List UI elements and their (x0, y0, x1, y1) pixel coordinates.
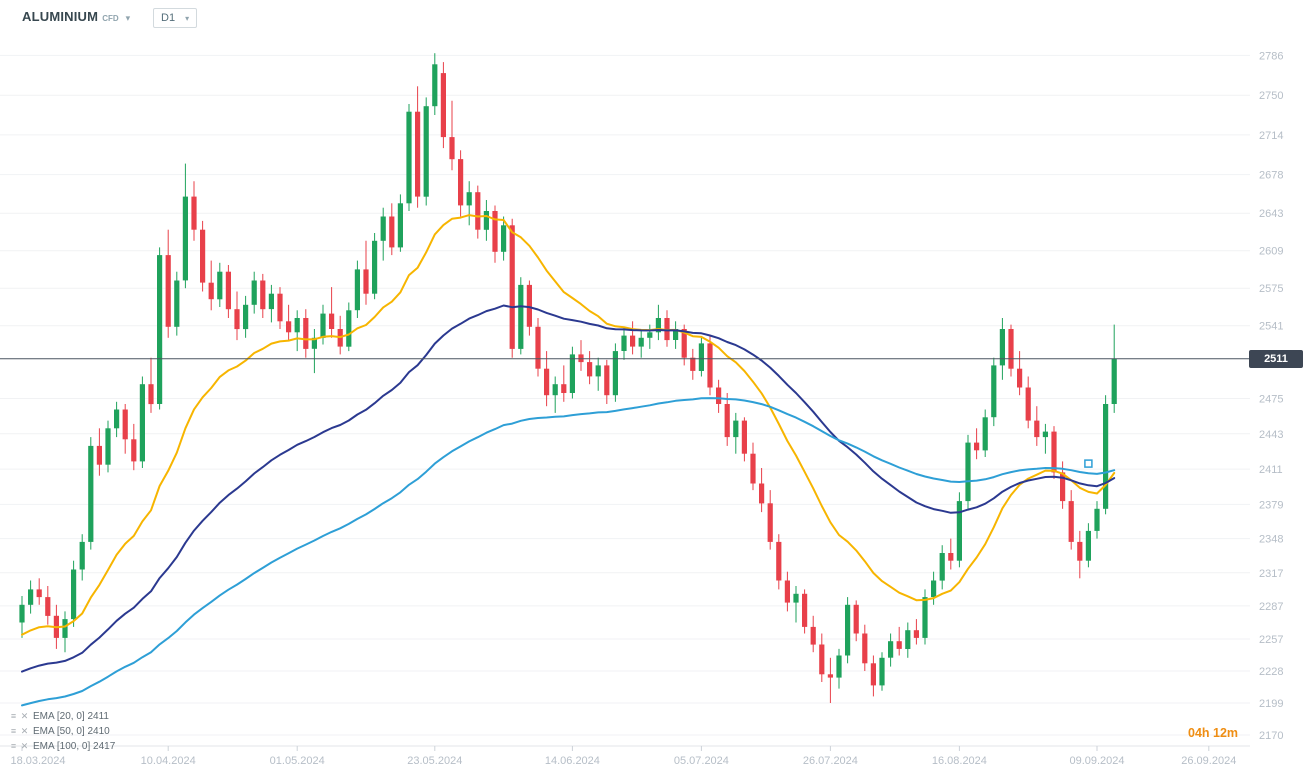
svg-text:2475: 2475 (1259, 394, 1283, 406)
svg-text:2643: 2643 (1259, 208, 1283, 220)
indicator-legend: ≡ ✕ EMA [20, 0] 2411 ≡ ✕ EMA [50, 0] 241… (8, 709, 115, 754)
chart-topbar: ALUMINIUM CFD ▾ D1 ▾ (0, 0, 1316, 34)
svg-text:2609: 2609 (1259, 246, 1283, 258)
svg-text:09.09.2024: 09.09.2024 (1069, 755, 1124, 767)
symbol-label: ALUMINIUM (22, 9, 99, 24)
chevron-down-icon: ▾ (125, 13, 131, 23)
price-axis: 2786 2750 2714 2678 2643 2609 2575 2541 2475 2443… (1259, 50, 1283, 742)
svg-text:2379: 2379 (1259, 499, 1283, 511)
svg-text:01.05.2024: 01.05.2024 (270, 755, 325, 767)
time-axis: 18.03.2024 10.04.2024 01.05.2024 23.05.2024… (10, 746, 1236, 767)
svg-text:2714: 2714 (1259, 130, 1283, 142)
svg-text:2199: 2199 (1259, 698, 1283, 710)
ema20-legend-row: ≡ ✕ EMA [20, 0] 2411 (8, 709, 115, 724)
svg-text:2228: 2228 (1259, 666, 1283, 678)
ema100-label: EMA [100, 0] 2417 (33, 741, 116, 752)
timeframe-label: D1 (161, 12, 176, 24)
indicator-settings-icon[interactable]: ≡ (10, 741, 17, 751)
ema-20-line[interactable] (21, 214, 1116, 636)
svg-text:2257: 2257 (1259, 634, 1283, 646)
svg-text:18.03.2024: 18.03.2024 (10, 755, 65, 767)
instrument-selector[interactable]: ALUMINIUM CFD ▾ (22, 9, 130, 24)
svg-text:26.09.2024: 26.09.2024 (1181, 755, 1236, 767)
ema-100-line[interactable] (21, 397, 1116, 707)
svg-text:10.04.2024: 10.04.2024 (141, 755, 196, 767)
indicator-close-icon[interactable]: ✕ (20, 711, 29, 721)
svg-text:2786: 2786 (1259, 50, 1283, 62)
svg-text:2541: 2541 (1259, 321, 1283, 333)
indicator-close-icon[interactable]: ✕ (20, 741, 29, 751)
current-price-tag: 2511 (1249, 350, 1303, 368)
indicator-close-icon[interactable]: ✕ (20, 726, 29, 736)
instrument-type-label: CFD (102, 14, 119, 23)
candle-countdown-timer: 04h 12m (1188, 726, 1239, 740)
indicator-settings-icon[interactable]: ≡ (10, 726, 17, 736)
ema50-legend-row: ≡ ✕ EMA [50, 0] 2410 (8, 724, 115, 739)
svg-text:16.08.2024: 16.08.2024 (932, 755, 987, 767)
ema20-label: EMA [20, 0] 2411 (33, 711, 109, 722)
grid-layer (0, 54, 1250, 747)
svg-text:26.07.2024: 26.07.2024 (803, 755, 858, 767)
svg-text:2317: 2317 (1259, 568, 1283, 580)
candles-layer[interactable] (19, 53, 1117, 703)
ema100-legend-row: ≡ ✕ EMA [100, 0] 2417 (8, 739, 115, 754)
svg-text:2411: 2411 (1259, 464, 1283, 476)
svg-text:14.06.2024: 14.06.2024 (545, 755, 600, 767)
svg-text:2348: 2348 (1259, 534, 1283, 546)
ema50-label: EMA [50, 0] 2410 (33, 726, 110, 737)
svg-text:2750: 2750 (1259, 90, 1283, 102)
ema-50-line[interactable] (21, 304, 1116, 673)
indicator-handle[interactable] (1084, 459, 1093, 468)
timeframe-selector[interactable]: D1 ▾ (153, 8, 198, 28)
chevron-down-icon: ▾ (185, 13, 190, 23)
svg-text:23.05.2024: 23.05.2024 (407, 755, 462, 767)
svg-text:2287: 2287 (1259, 601, 1283, 613)
svg-text:2443: 2443 (1259, 429, 1283, 441)
svg-text:2678: 2678 (1259, 170, 1283, 182)
svg-text:05.07.2024: 05.07.2024 (674, 755, 729, 767)
svg-text:2170: 2170 (1259, 730, 1283, 742)
indicator-settings-icon[interactable]: ≡ (10, 711, 17, 721)
svg-text:2575: 2575 (1259, 283, 1283, 295)
